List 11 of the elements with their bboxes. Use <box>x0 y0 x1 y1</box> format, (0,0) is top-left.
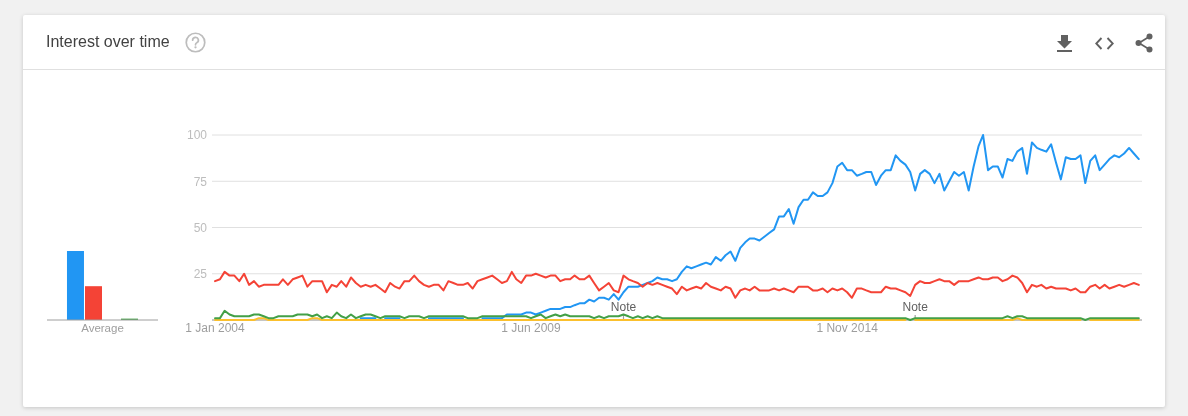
y-tick-label: 100 <box>186 128 208 143</box>
chart-title: Interest over time <box>46 33 170 51</box>
y-tick-label: 50 <box>193 220 208 235</box>
x-tick-label: 1 Jun 2009 <box>501 320 562 335</box>
x-tick-label: Average <box>81 322 124 335</box>
annotation: Note <box>902 300 929 314</box>
x-tick-label: 1 Jan 2004 <box>185 320 246 335</box>
x-tick-label: 1 Nov 2014 <box>816 320 879 335</box>
y-tick-label: 25 <box>193 267 208 282</box>
y-tick-label: 75 <box>193 174 208 189</box>
annotation: Note <box>610 300 637 314</box>
